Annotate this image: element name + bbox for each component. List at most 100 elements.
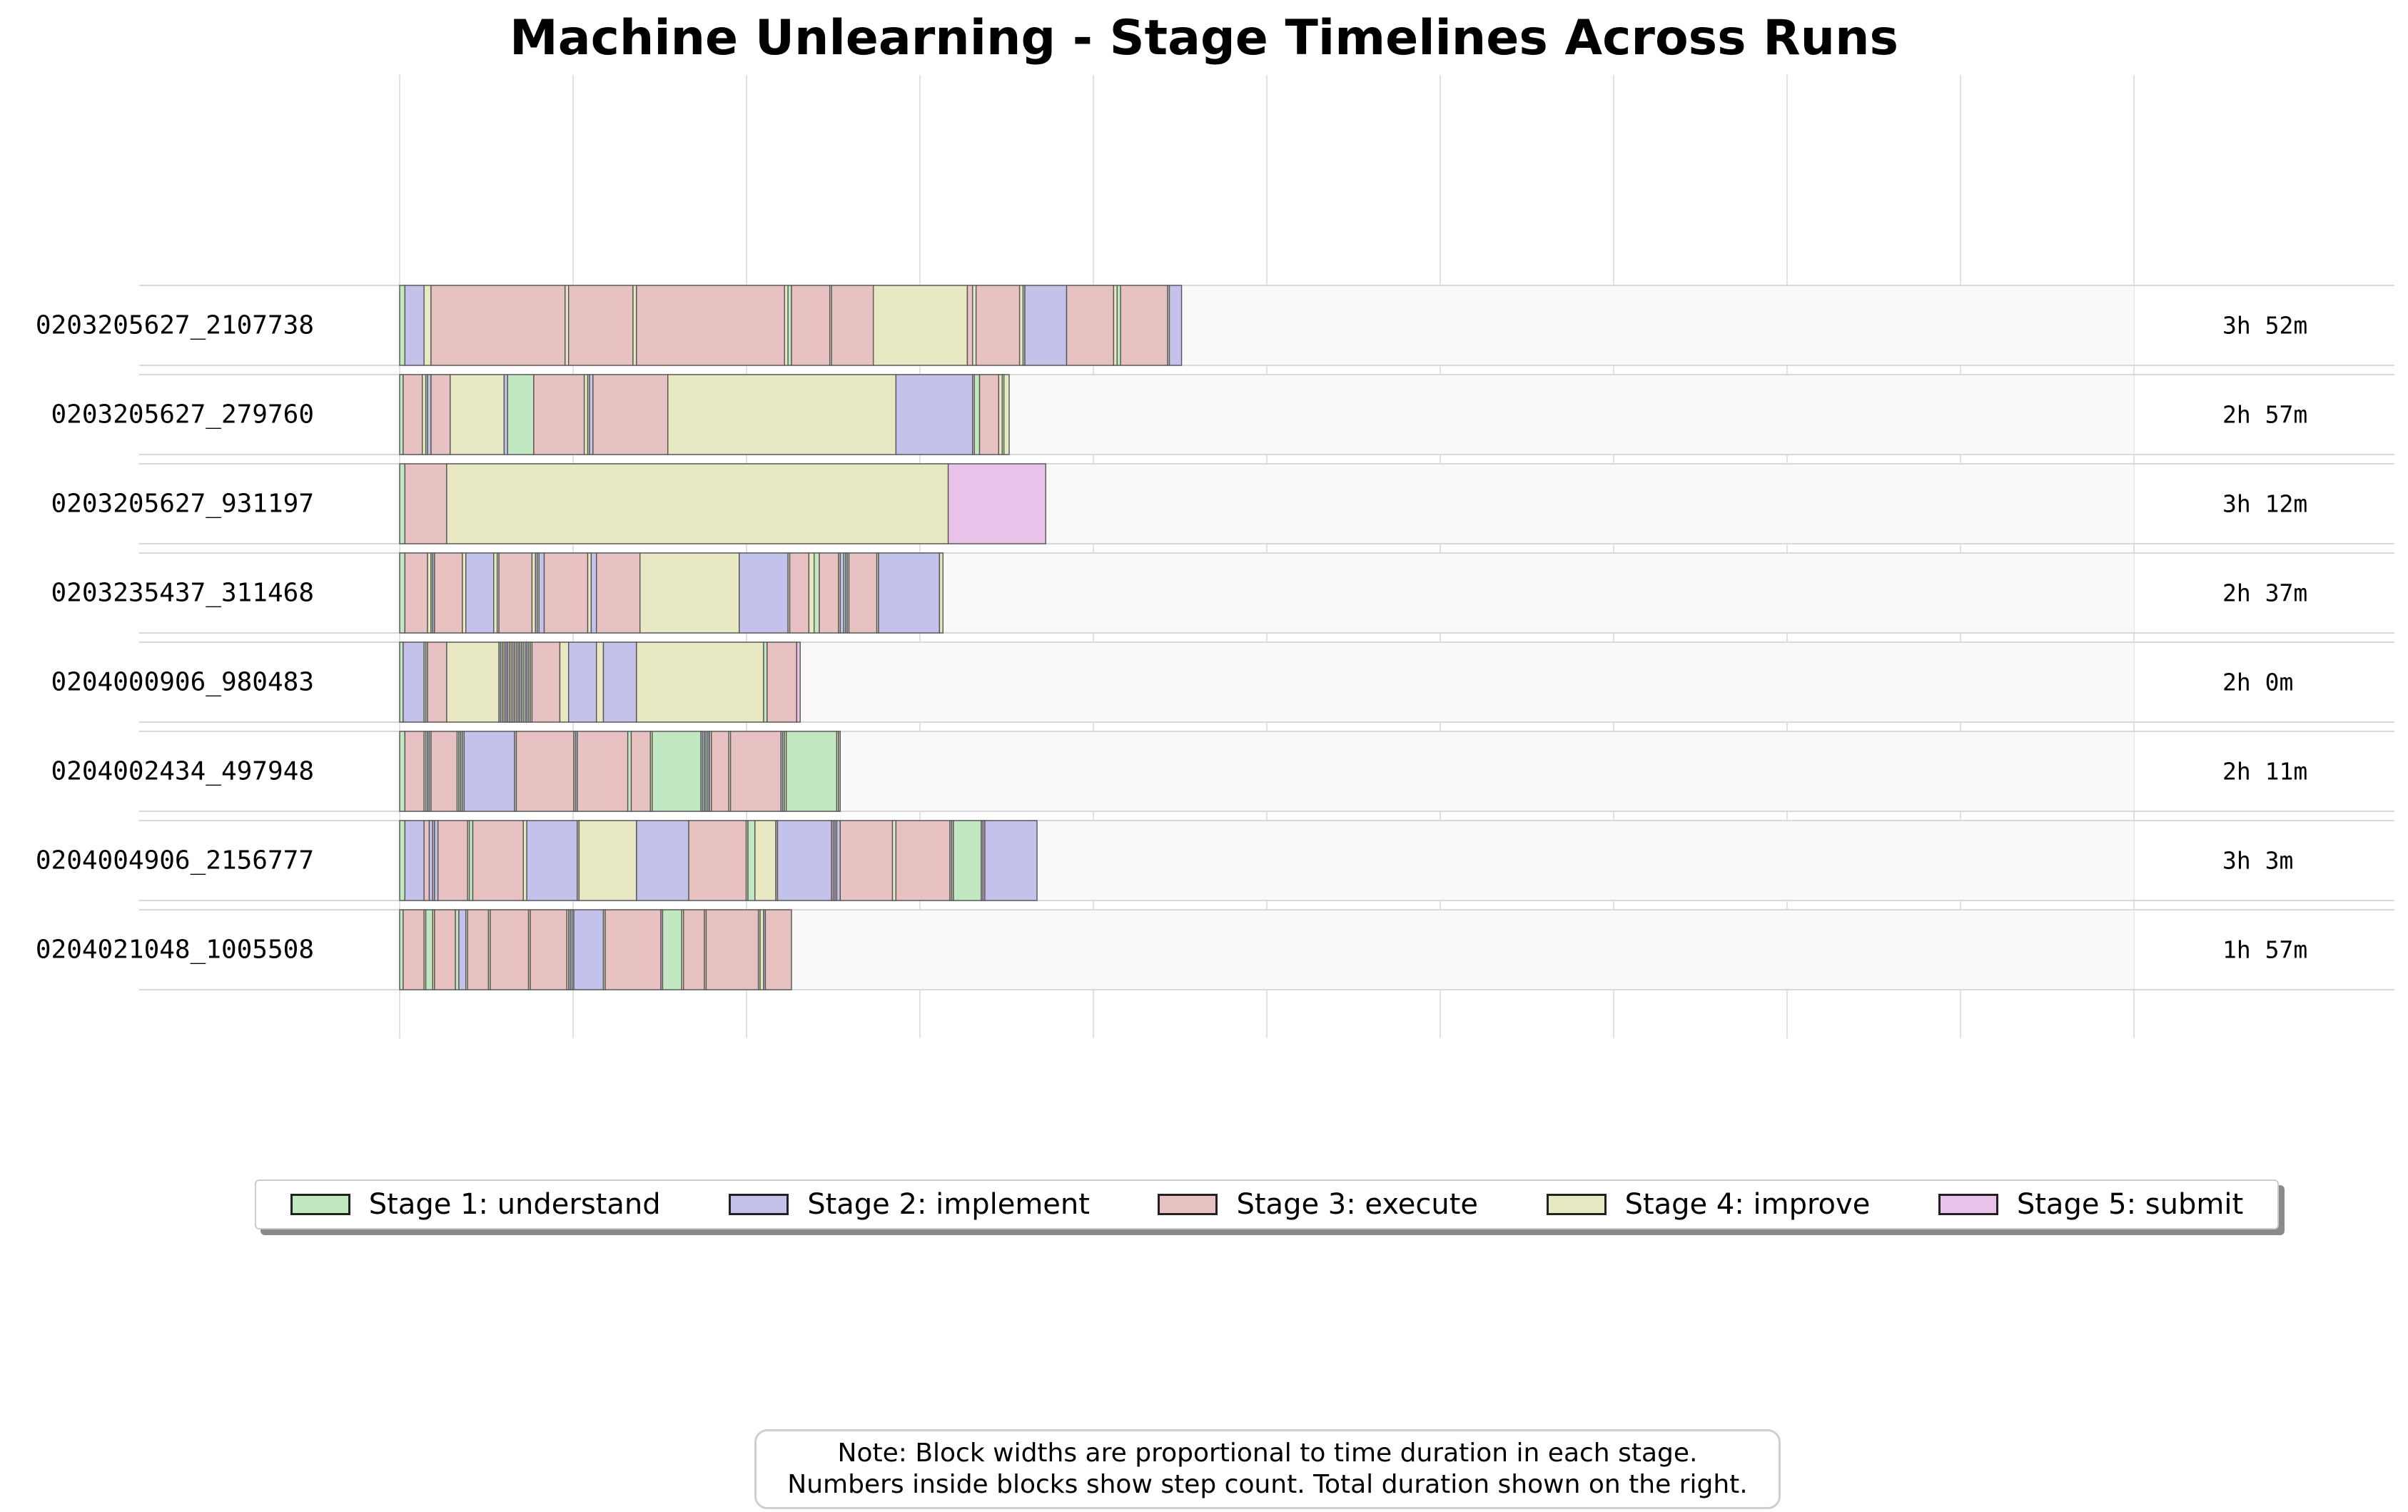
stage-segment xyxy=(705,909,759,990)
stage-segment xyxy=(455,909,460,990)
stage-segment xyxy=(437,820,468,901)
legend-label: Stage 5: submit xyxy=(2016,1188,2244,1221)
stage-segment xyxy=(838,731,841,812)
stage-segment xyxy=(587,552,592,634)
stage-segment xyxy=(462,552,467,634)
run-row: 0204000906_980483 2h 0m xyxy=(51,641,2394,723)
run-label: 0204021048_1005508 xyxy=(36,935,314,965)
stage-segment xyxy=(848,552,878,634)
run-row: 0203235437_311468 2h 37m xyxy=(51,552,2394,634)
legend-item: Stage 1: understand xyxy=(290,1188,661,1221)
stage-segment xyxy=(515,731,575,812)
run-duration: 3h 12m xyxy=(2222,490,2307,518)
stage-segment xyxy=(458,909,467,990)
stage-segment xyxy=(503,374,508,455)
stage-segment xyxy=(404,731,425,812)
stage-segment xyxy=(423,820,430,901)
run-row: 0204021048_1005508 1h 57m xyxy=(36,909,2394,990)
stage-segment xyxy=(430,285,566,366)
stage-segment xyxy=(490,909,530,990)
stage-segment xyxy=(446,641,500,723)
run-duration: 2h 37m xyxy=(2222,579,2307,607)
stage-segment xyxy=(403,641,425,723)
rows-layer: 0203205627_2107738 3h 52m 0203205627_27976… xyxy=(36,285,2394,990)
stage-segment xyxy=(468,820,474,901)
stage-segment xyxy=(789,552,810,634)
stage-segment xyxy=(596,552,641,634)
run-duration: 2h 11m xyxy=(2222,758,2307,786)
stage-segment xyxy=(1120,285,1168,366)
stage-segment xyxy=(533,374,585,455)
stage-segment xyxy=(836,820,841,901)
stage-segment xyxy=(814,552,820,634)
stage-segment xyxy=(973,374,981,455)
stage-segment xyxy=(1113,285,1118,366)
stage-segment xyxy=(953,820,982,901)
legend-swatch xyxy=(1158,1194,1218,1215)
stage-segment xyxy=(567,285,634,366)
run-duration: 2h 0m xyxy=(2222,669,2293,696)
stage-segment xyxy=(592,374,669,455)
run-row: 0204002434_497948 2h 11m xyxy=(51,731,2394,812)
stage-segment xyxy=(399,641,404,723)
stage-segment xyxy=(531,641,561,723)
note-box: Note: Block widths are proportional to t… xyxy=(754,1429,1781,1509)
stage-segment xyxy=(434,820,439,901)
legend-item: Stage 2: implement xyxy=(729,1188,1090,1221)
stage-segment xyxy=(583,374,589,455)
run-label: 0204000906_980483 xyxy=(51,668,314,697)
stage-segment xyxy=(567,641,597,723)
stage-segment xyxy=(636,641,764,723)
stage-segment xyxy=(785,731,838,812)
stage-segment xyxy=(522,820,527,901)
stage-segment xyxy=(1003,374,1010,455)
stage-segment xyxy=(878,552,941,634)
stage-segment xyxy=(759,909,764,990)
stage-segment xyxy=(427,374,432,455)
stage-segment xyxy=(446,463,949,544)
stage-segment xyxy=(404,552,428,634)
stage-segment xyxy=(662,909,682,990)
stage-segment xyxy=(688,820,747,901)
stage-segment xyxy=(636,820,689,901)
stage-segment xyxy=(538,552,545,634)
stage-segment xyxy=(430,731,458,812)
note-line-1: Note: Block widths are proportional to t… xyxy=(837,1439,1698,1468)
stage-segment xyxy=(1024,285,1068,366)
run-duration: 3h 3m xyxy=(2222,847,2293,875)
run-label: 0203235437_311468 xyxy=(51,579,314,608)
stage-segment xyxy=(839,820,894,901)
legend: Stage 1: understand Stage 2: implement Sta… xyxy=(255,1179,2279,1229)
stage-segment xyxy=(764,909,792,990)
legend-swatch xyxy=(729,1194,789,1215)
stage-segment xyxy=(747,820,756,901)
stage-segment xyxy=(998,374,1003,455)
stage-segment xyxy=(729,731,782,812)
stage-segment xyxy=(1116,285,1121,366)
stage-segment xyxy=(839,552,844,634)
legend-item: Stage 4: improve xyxy=(1546,1188,1870,1221)
legend-item: Stage 5: submit xyxy=(1938,1188,2243,1221)
stage-segment xyxy=(450,374,505,455)
stage-segment xyxy=(939,552,944,634)
run-label: 0204002434_497948 xyxy=(51,757,314,786)
stage-segment xyxy=(399,374,404,455)
stage-segment xyxy=(978,374,1000,455)
stage-segment xyxy=(627,731,632,812)
note-line-2: Numbers inside blocks show step count. T… xyxy=(787,1470,1748,1499)
stage-segment xyxy=(1168,285,1183,366)
stage-segment xyxy=(639,552,740,634)
stage-segment xyxy=(895,820,951,901)
stage-segment xyxy=(404,820,425,901)
run-row: 0204004906_2156777 3h 3m xyxy=(36,820,2394,901)
stage-segment xyxy=(596,641,604,723)
stage-segment xyxy=(602,641,637,723)
stage-segment xyxy=(784,285,789,366)
stage-segment xyxy=(530,909,567,990)
stage-segment xyxy=(565,285,570,366)
stage-segment xyxy=(791,285,831,366)
stage-segment xyxy=(636,285,785,366)
stage-segment xyxy=(399,820,406,901)
stage-segment xyxy=(472,820,524,901)
run-duration: 2h 57m xyxy=(2222,401,2307,429)
